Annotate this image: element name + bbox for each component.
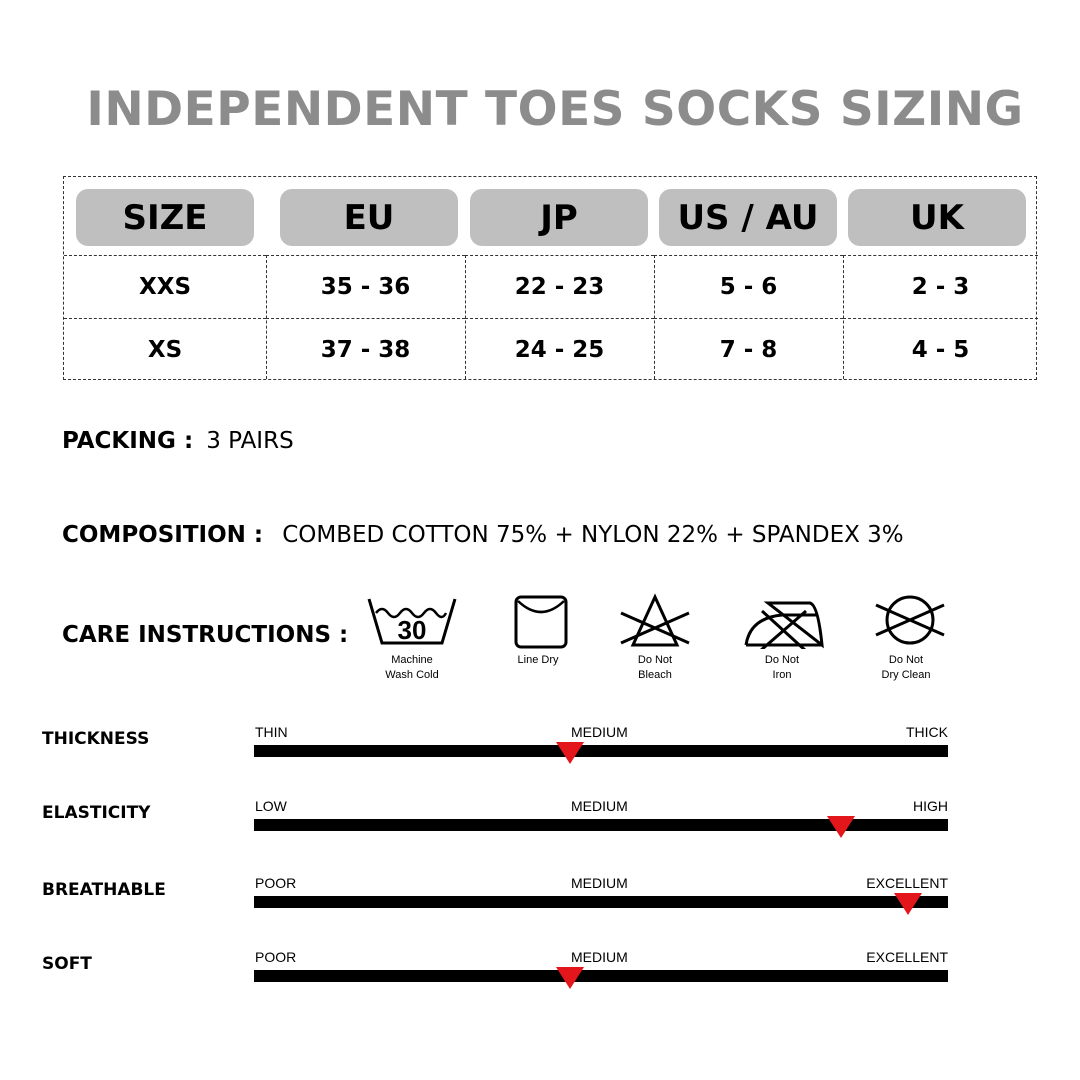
header-jp: JP xyxy=(470,189,648,246)
care-item-line-dry: Line Dry xyxy=(483,593,593,668)
composition: COMPOSITION : COMBED COTTON 75% + NYLON … xyxy=(62,522,904,548)
rating-min-label: LOW xyxy=(255,798,287,814)
rating-max-label: HIGH xyxy=(913,798,948,814)
care-caption: Dry Clean xyxy=(881,669,931,681)
rating-label: SOFT xyxy=(42,954,92,974)
rating-mid-label: MEDIUM xyxy=(571,724,628,740)
machine-wash-30-icon: 30 xyxy=(367,598,457,645)
composition-label: COMPOSITION : xyxy=(62,522,264,548)
do-not-bleach-icon xyxy=(620,593,690,647)
rating-mid-label: MEDIUM xyxy=(571,949,628,965)
composition-value: COMBED COTTON 75% + NYLON 22% + SPANDEX … xyxy=(282,522,904,548)
rating-marker xyxy=(555,742,584,764)
table-cell: XS xyxy=(64,318,266,381)
care-item-no-dry-clean: Do Not Dry Clean xyxy=(851,593,961,683)
care-item-wash: 30 Machine Wash Cold xyxy=(357,593,467,683)
do-not-iron-icon xyxy=(744,601,824,649)
header-eu: EU xyxy=(280,189,458,246)
care-caption: Iron xyxy=(772,669,792,681)
rating-marker xyxy=(893,893,922,915)
table-cell: 7 - 8 xyxy=(654,318,843,381)
rating-mid-label: MEDIUM xyxy=(571,875,628,891)
table-cell: 22 - 23 xyxy=(465,255,654,318)
rating-min-label: POOR xyxy=(255,875,297,891)
table-cell: 24 - 25 xyxy=(465,318,654,381)
table-cell: 2 - 3 xyxy=(843,255,1038,318)
care-caption: Machine xyxy=(391,654,433,666)
care-item-no-bleach: Do Not Bleach xyxy=(600,593,710,683)
care-caption: Do Not xyxy=(764,654,800,666)
rating-marker xyxy=(827,816,856,838)
rating-marker xyxy=(555,967,584,989)
header-uk: UK xyxy=(848,189,1026,246)
rating-max-label: THICK xyxy=(906,724,948,740)
rating-bar xyxy=(254,896,948,908)
rating-label: BREATHABLE xyxy=(42,880,166,900)
rating-label: THICKNESS xyxy=(42,729,150,749)
line-dry-icon xyxy=(514,595,568,649)
page-title: INDEPENDENT TOES SOCKS SIZING xyxy=(86,82,1024,137)
rating-mid-label: MEDIUM xyxy=(571,798,628,814)
header-us-au: US / AU xyxy=(659,189,837,246)
care-caption: Do Not xyxy=(888,654,924,666)
care-caption: Do Not xyxy=(637,654,673,666)
wash-temp: 30 xyxy=(398,615,427,645)
header-size: SIZE xyxy=(76,189,254,246)
care-item-no-iron: Do Not Iron xyxy=(727,593,837,683)
table-cell: XXS xyxy=(64,255,266,318)
table-cell: 5 - 6 xyxy=(654,255,843,318)
rating-label: ELASTICITY xyxy=(42,803,151,823)
rating-bar xyxy=(254,745,948,757)
rating-bar xyxy=(254,819,948,831)
packing: PACKING : 3 PAIRS xyxy=(62,428,294,454)
do-not-dry-clean-icon xyxy=(875,595,945,645)
rating-min-label: POOR xyxy=(255,949,297,965)
rating-bar xyxy=(254,970,948,982)
table-cell: 35 - 36 xyxy=(266,255,465,318)
rating-max-label: EXCELLENT xyxy=(866,949,948,965)
care-label: CARE INSTRUCTIONS : xyxy=(62,622,349,648)
table-cell: 4 - 5 xyxy=(843,318,1038,381)
rating-max-label: EXCELLENT xyxy=(866,875,948,891)
care-caption: Line Dry xyxy=(517,654,559,666)
table-cell: 37 - 38 xyxy=(266,318,465,381)
packing-label: PACKING : xyxy=(62,428,194,454)
care-caption: Wash Cold xyxy=(385,669,439,681)
packing-value: 3 PAIRS xyxy=(206,428,294,454)
rating-min-label: THIN xyxy=(255,724,288,740)
care-caption: Bleach xyxy=(638,669,672,681)
size-table: SIZE EU JP US / AU UK XXS 35 - 36 22 - 23 5… xyxy=(63,176,1038,381)
